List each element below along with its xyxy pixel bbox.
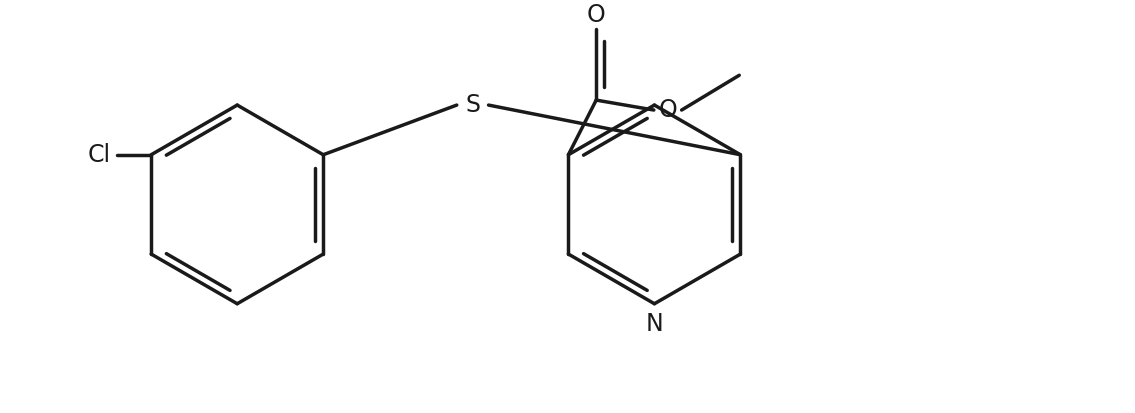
Text: S: S xyxy=(465,93,480,117)
Text: O: O xyxy=(658,98,678,122)
Text: N: N xyxy=(646,312,663,336)
Text: Cl: Cl xyxy=(89,143,111,167)
Text: O: O xyxy=(587,2,606,27)
